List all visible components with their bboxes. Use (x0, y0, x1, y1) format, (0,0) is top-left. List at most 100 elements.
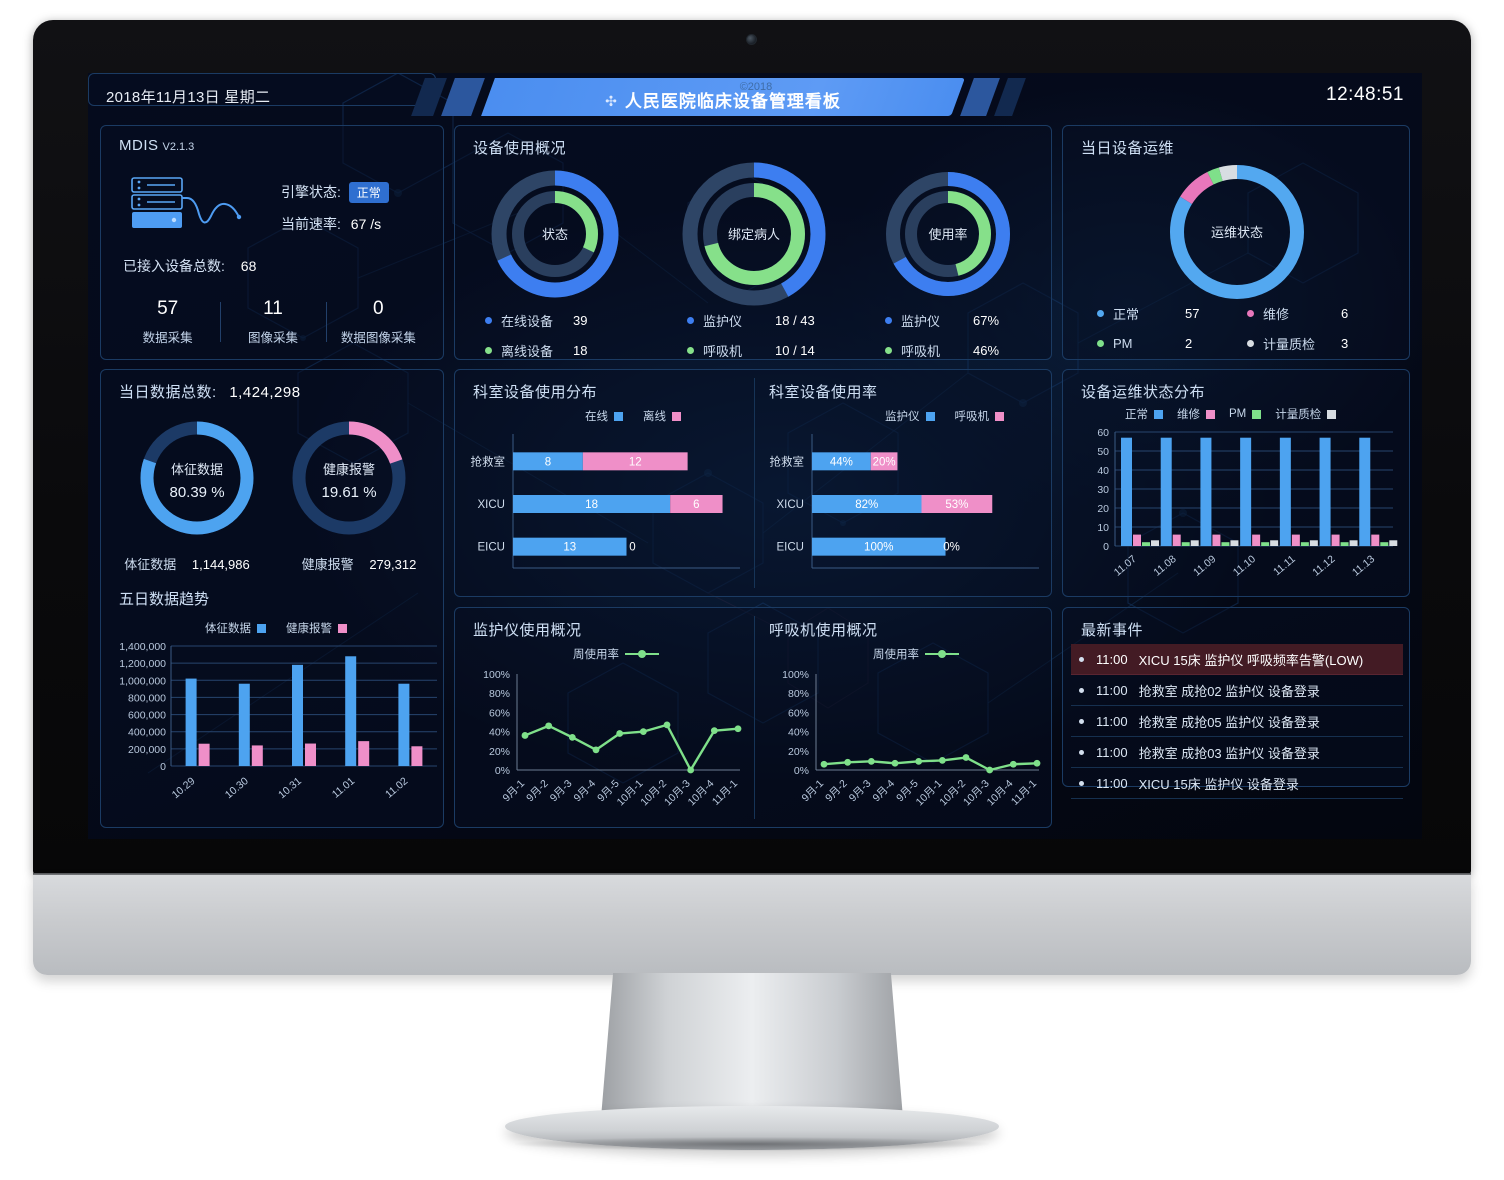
svg-text:6: 6 (693, 499, 699, 511)
page-title: ✣ 人民医院临床设备管理看板 (503, 87, 943, 112)
footer-label: 体征数据 (124, 557, 177, 572)
legend-label: 周使用率 (573, 649, 619, 661)
dept-rate-legend: 监护仪 呼吸机 (885, 408, 1004, 424)
legend-value: 39 (573, 313, 588, 328)
legend-swatch (995, 411, 1004, 421)
daily-footer-alarm: 健康报警 279,312 (273, 554, 445, 573)
svg-text:9月-1: 9月-1 (500, 778, 527, 805)
svg-text:0%: 0% (495, 765, 510, 777)
svg-text:9月-1: 9月-1 (799, 778, 826, 805)
stat-data-collection: 57 数据采集 (115, 298, 220, 346)
svg-text:12: 12 (629, 456, 642, 468)
bullet-icon (1079, 687, 1084, 693)
cross-medical-icon: ✣ (605, 93, 618, 109)
daily-data-value: 1,424,298 (229, 384, 301, 401)
svg-text:0: 0 (629, 542, 635, 554)
bullet-icon (1079, 718, 1084, 724)
svg-text:10.29: 10.29 (170, 775, 198, 801)
clock: 12:48:51 (1326, 84, 1404, 105)
engine-status-row: 引擎状态: 正常 (281, 182, 389, 203)
svg-text:100%: 100% (864, 542, 893, 554)
monitor-chin (33, 875, 1471, 975)
mdis-panel: MDIS V2.1.3 引擎状态: 正常 当前速率: 67 /s (100, 125, 444, 360)
svg-text:10: 10 (1097, 522, 1109, 534)
legend-value: 67% (973, 313, 1000, 328)
svg-text:11月-1: 11月-1 (710, 778, 740, 808)
legend-row: 呼吸机 46% (885, 341, 999, 360)
legend-label: 呼吸机 (703, 344, 743, 359)
legend-label: 监护仪 (901, 314, 941, 329)
stat-image-collection: 11 图像采集 (220, 298, 325, 346)
svg-text:200,000: 200,000 (128, 744, 166, 756)
legend-dot (687, 347, 694, 354)
legend-value: 46% (973, 343, 1000, 358)
legend-item-vital: 体征数据 (205, 620, 266, 636)
svg-text:20: 20 (1097, 503, 1109, 515)
dept-rate-title: 科室设备使用率 (769, 384, 878, 401)
daily-ops-panel: 当日设备运维 运维状态 正常 57 (1062, 125, 1410, 360)
donut-center-label: 绑定病人 (728, 227, 780, 242)
mdis-version: V2.1.3 (162, 141, 195, 153)
legend-row: 正常 57 (1097, 304, 1247, 323)
legend-swatch (1327, 409, 1337, 419)
legend-label: 离线设备 (501, 344, 554, 359)
stat-value: 11 (263, 298, 283, 319)
donut-center-label: 状态 (542, 227, 568, 242)
event-row[interactable]: 11:00 XICU 15床 监护仪 设备登录 (1071, 768, 1403, 799)
device-usage-panel: 设备使用概况 状态 绑定病人 (454, 125, 1052, 360)
ops-dist-chart: 0 10 20 30 40 50 60 11.07 11.08 11.09 11.10 11.11 11… (1097, 427, 1398, 579)
legend-swatch (614, 411, 623, 421)
donut-utilization: 使用率 (886, 172, 1010, 296)
bullet-icon (1079, 656, 1084, 662)
footer-label: 健康报警 (301, 557, 354, 572)
donut-center-label: 健康报警 (323, 462, 375, 477)
legend-label: 健康报警 (286, 623, 332, 635)
svg-text:40: 40 (1097, 465, 1109, 477)
ops-legend: 正常 57 维修 6 PM 2 (1097, 304, 1348, 353)
legend-label: 体征数据 (205, 623, 251, 635)
server-wave-icon (131, 177, 242, 228)
vent-line-chart: 0%20%40%60%80%100%9月-19月-29月-39月-49月-510… (782, 669, 1041, 808)
dept-dist-chart: 抢救室 8 12 XICU 18 6 EICU 13 0 (471, 434, 740, 569)
legend-label: 监护仪 (885, 411, 920, 423)
svg-text:11.09: 11.09 (1191, 553, 1218, 579)
svg-text:11月-1: 11月-1 (1009, 778, 1039, 808)
event-row[interactable]: 11:00 XICU 15床 监护仪 呼吸频率告警(LOW) (1071, 644, 1403, 675)
donut-vital-data: 体征数据 80.39 % (140, 421, 254, 535)
svg-text:8: 8 (545, 456, 551, 468)
legend-dot (485, 317, 492, 324)
legend-value: 18 (573, 343, 588, 358)
svg-text:18: 18 (585, 499, 598, 511)
legend-swatch (257, 623, 266, 633)
legend-swatch (338, 623, 347, 633)
svg-text:40%: 40% (489, 727, 510, 739)
legend-label: 正常 (1113, 307, 1140, 322)
donut-health-alarm: 健康报警 19.61 % (292, 421, 406, 535)
event-row[interactable]: 11:00 抢救室 成抢05 监护仪 设备登录 (1071, 706, 1403, 737)
device-usage-title: 设备使用概况 (473, 140, 567, 157)
svg-text:30: 30 (1097, 484, 1109, 496)
legend-dot (885, 347, 892, 354)
legend-swatch (925, 411, 935, 421)
daily-ops-title: 当日设备运维 (1081, 140, 1175, 157)
event-text: XICU 15床 监护仪 设备登录 (1138, 776, 1299, 792)
svg-text:11.13: 11.13 (1350, 553, 1377, 579)
mdis-stats: 57 数据采集 11 图像采集 0 数据图像采集 (115, 298, 431, 346)
events-list[interactable]: 11:00 XICU 15床 监护仪 呼吸频率告警(LOW) 11:00 抢救室 成抢… (1071, 644, 1403, 799)
svg-text:100%: 100% (782, 669, 809, 681)
svg-text:抢救室: 抢救室 (770, 454, 805, 468)
svg-text:11.11: 11.11 (1271, 553, 1298, 578)
rate-value: 67 /s (350, 216, 382, 232)
bullet-icon (1079, 780, 1084, 786)
event-row[interactable]: 11:00 抢救室 成抢02 监护仪 设备登录 (1071, 675, 1403, 706)
legend-row: 在线设备 39 (485, 311, 587, 330)
event-time: 11:00 (1096, 775, 1128, 791)
svg-text:EICU: EICU (777, 542, 804, 554)
legend-dot (885, 317, 892, 324)
donut-center-label: 使用率 (928, 227, 967, 242)
footer-value: 279,312 (369, 557, 417, 572)
trend-legend: 体征数据 健康报警 (205, 620, 347, 636)
event-row[interactable]: 11:00 抢救室 成抢03 监护仪 设备登录 (1071, 737, 1403, 768)
legend-label: 在线设备 (501, 314, 554, 329)
copyright-text: ©2018 (739, 81, 773, 93)
